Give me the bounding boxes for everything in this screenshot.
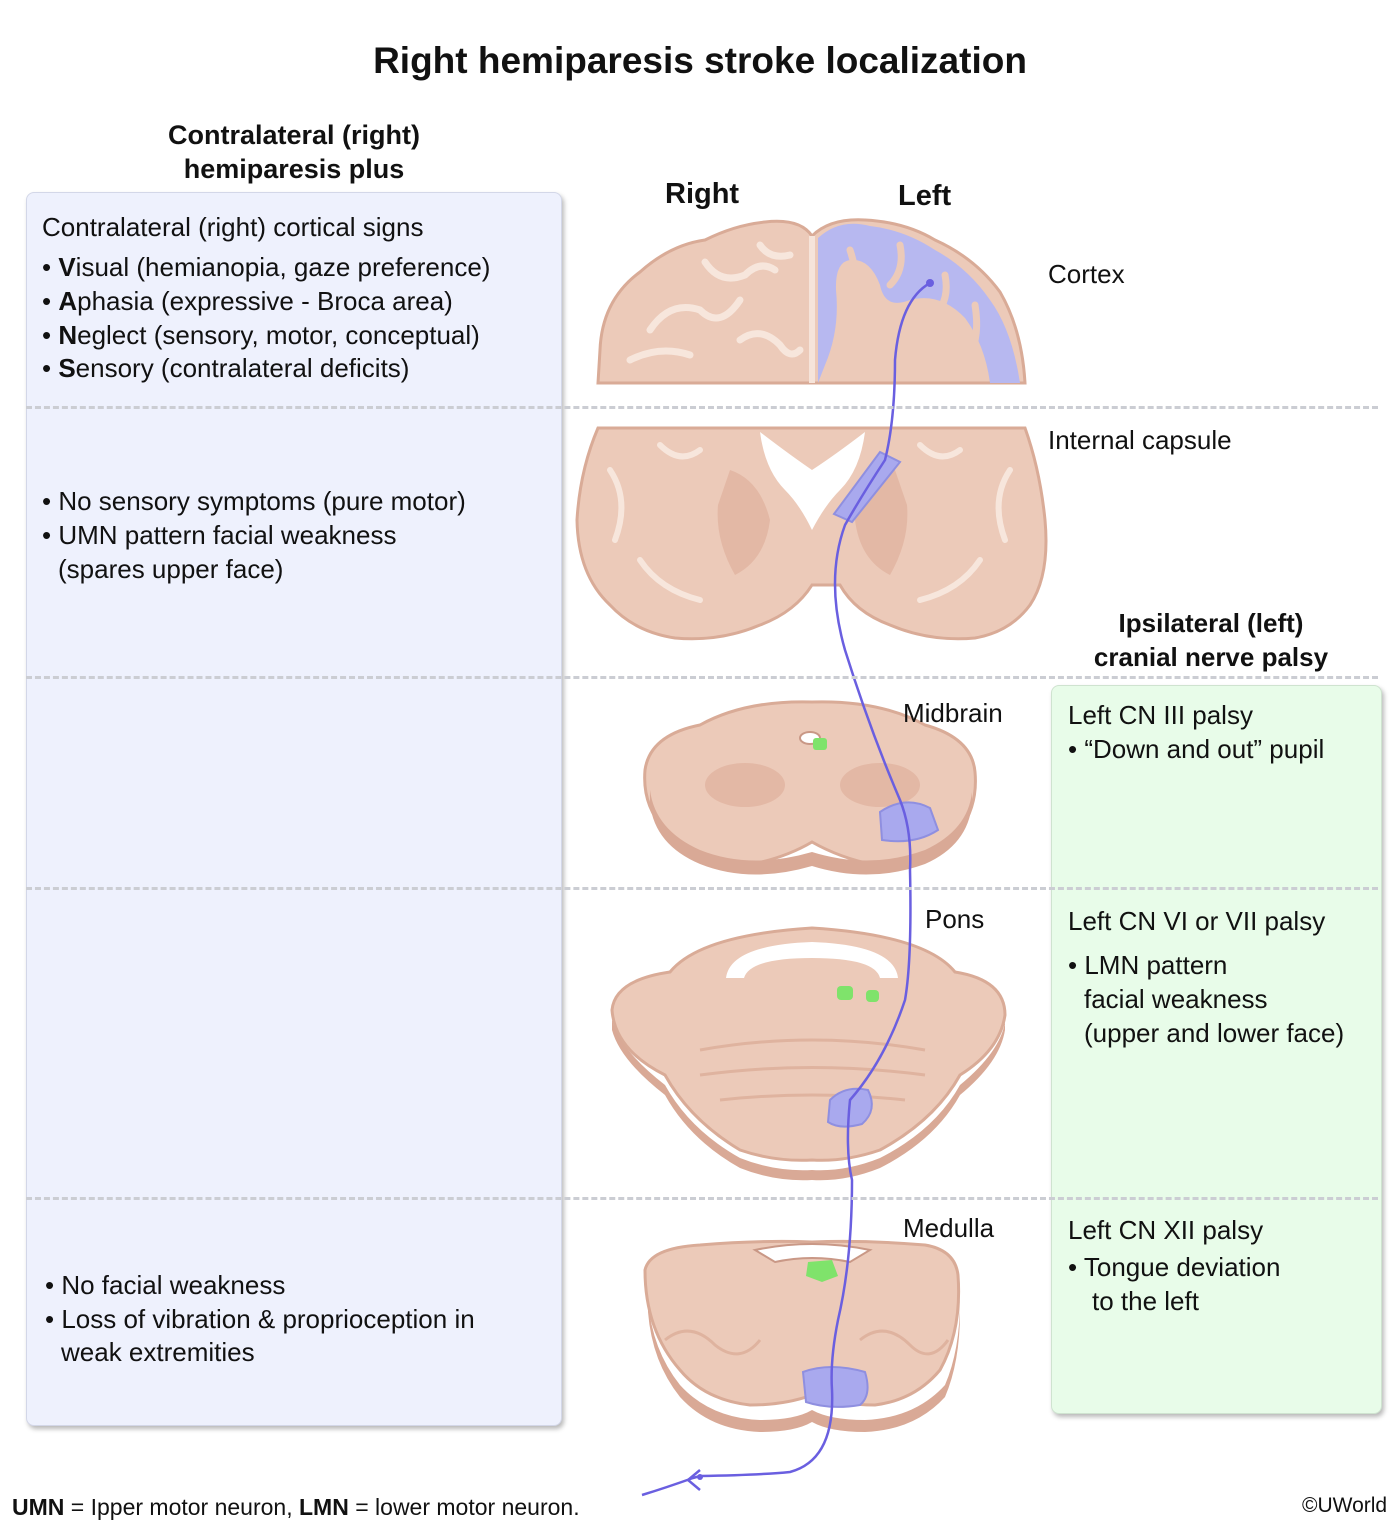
medulla-sign-continuation: weak extremities — [61, 1337, 255, 1367]
copyright-notice: ©UWorld — [1302, 1494, 1388, 1517]
capsule-sign-text: No sensory symptoms (pure motor) — [58, 486, 466, 516]
internal-capsule-section — [575, 426, 1048, 641]
right-header-line1: Ipsilateral (left) — [1118, 608, 1304, 638]
cortical-sign-initial: N — [58, 320, 78, 350]
cn6-7-palsy-continuation: facial weakness — [1084, 984, 1268, 1014]
midbrain-section — [643, 700, 977, 875]
cortical-sign-item: • Neglect (sensory, motor, conceptual) — [42, 320, 480, 350]
cortical-sign-text: eglect (sensory, motor, conceptual) — [77, 320, 480, 350]
contralateral-signs-panel — [26, 192, 562, 1426]
cn12-palsy-heading: Left CN XII palsy — [1068, 1215, 1264, 1245]
left-header-line1: Contralateral (right) — [167, 120, 421, 150]
cortical-sign-text: isual (hemianopia, gaze preference) — [75, 252, 491, 282]
cn6-7-palsy-heading: Left CN VI or VII palsy — [1068, 906, 1326, 936]
cortical-sign-text: phasia (expressive - Broca area) — [77, 286, 453, 316]
cn12-palsy-item: • Tongue deviation — [1068, 1252, 1281, 1282]
ipsilateral-palsy-panel — [1051, 685, 1382, 1414]
cortical-signs-heading: Contralateral (right) cortical signs — [42, 212, 424, 242]
cortical-sign-initial: S — [58, 353, 76, 383]
right-header-line2: cranial nerve palsy — [1093, 642, 1329, 672]
cortical-sign-initial: A — [58, 286, 78, 316]
left-column-header: Contralateral (right) hemiparesis plus — [26, 118, 562, 186]
cn6-7-palsy-continuation: (upper and lower face) — [1084, 1018, 1345, 1048]
level-label-internal-capsule: Internal capsule — [1048, 425, 1232, 455]
cortical-sign-initial: V — [58, 252, 76, 282]
level-label-pons: Pons — [925, 904, 985, 934]
page-title: Right hemiparesis stroke localization — [373, 40, 1027, 81]
umn-abbr: UMN — [12, 1494, 65, 1520]
motor-endpoint-icon — [686, 1469, 701, 1491]
cn3-palsy-heading: Left CN III palsy — [1068, 700, 1253, 730]
lmn-abbr: LMN — [299, 1494, 349, 1520]
cn3-palsy-item: • “Down and out” pupil — [1068, 734, 1325, 764]
lmn-definition: = lower motor neuron. — [348, 1494, 580, 1520]
pons-section — [610, 926, 1007, 1181]
cortical-sign-item: • Sensory (contralateral deficits) — [42, 353, 410, 383]
side-label-left: Left — [898, 180, 952, 212]
medulla-sign-item: • No facial weakness — [45, 1270, 286, 1300]
level-label-medulla: Medulla — [903, 1213, 995, 1243]
corticospinal-tract-path — [641, 281, 931, 1497]
right-column-header: Ipsilateral (left) cranial nerve palsy — [1052, 606, 1370, 674]
cn3-palsy-text: “Down and out” pupil — [1084, 734, 1325, 764]
level-divider — [26, 406, 1378, 409]
cn12-palsy-continuation: to the left — [1092, 1286, 1199, 1316]
cortical-sign-item: • Aphasia (expressive - Broca area) — [42, 286, 453, 316]
cortical-sign-item: • Visual (hemianopia, gaze preference) — [42, 252, 491, 282]
medulla-sign-text: Loss of vibration & proprioception in — [61, 1304, 475, 1334]
capsule-sign-continuation: (spares upper face) — [58, 554, 284, 584]
cn12-palsy-text: Tongue deviation — [1083, 1252, 1281, 1282]
cortex-section — [596, 218, 1027, 385]
level-divider — [26, 887, 1378, 890]
level-label-midbrain: Midbrain — [903, 698, 1003, 728]
side-label-right: Right — [665, 178, 740, 210]
abbreviation-footnote: UMN = Ipper motor neuron, LMN = lower mo… — [12, 1494, 580, 1521]
level-divider — [26, 676, 1378, 679]
medulla-section — [643, 1239, 961, 1432]
level-label-cortex: Cortex — [1048, 259, 1125, 289]
umn-definition: = Ipper motor neuron, — [64, 1494, 299, 1520]
medulla-sign-item: • Loss of vibration & proprioception in — [45, 1304, 475, 1334]
capsule-sign-text: UMN pattern facial weakness — [58, 520, 397, 550]
left-header-line2: hemiparesis plus — [183, 154, 405, 184]
level-divider — [26, 1197, 1378, 1200]
medulla-sign-text: No facial weakness — [61, 1270, 286, 1300]
cn6-7-palsy-item: • LMN pattern — [1068, 950, 1228, 980]
cn6-7-palsy-text: LMN pattern — [1084, 950, 1228, 980]
capsule-sign-item: • No sensory symptoms (pure motor) — [42, 486, 466, 516]
cortical-sign-text: ensory (contralateral deficits) — [75, 353, 410, 383]
capsule-sign-item: • UMN pattern facial weakness — [42, 520, 397, 550]
